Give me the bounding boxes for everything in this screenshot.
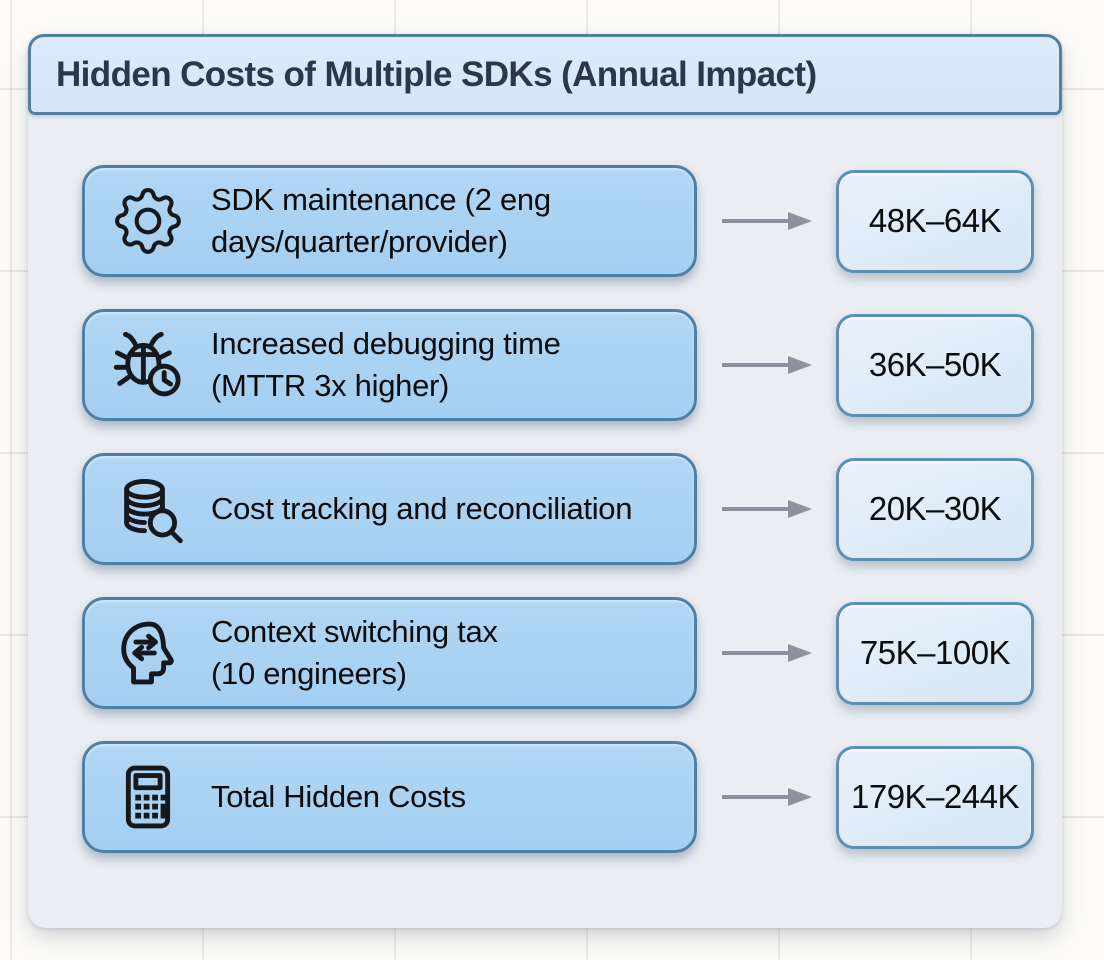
cost-value: 179K–244K: [851, 778, 1020, 815]
cost-row: Increased debugging time (MTTR 3x higher…: [82, 309, 1034, 421]
cost-item-label: Context switching tax (10 engineers): [211, 614, 498, 691]
cost-value-badge: 36K–50K: [836, 313, 1034, 417]
cost-row: Cost tracking and reconciliation 20K–30K: [82, 453, 1034, 565]
cost-item-box: Total Hidden Costs: [82, 741, 697, 853]
cost-item-box: Context switching tax (10 engineers): [82, 597, 697, 709]
flow-arrow-icon: [697, 641, 836, 665]
cost-value: 36K–50K: [868, 346, 1002, 383]
cost-item-label: Increased debugging time (MTTR 3x higher…: [211, 326, 561, 403]
cost-item-box: Increased debugging time (MTTR 3x higher…: [82, 309, 697, 421]
cost-row: Context switching tax (10 engineers) 75K…: [82, 597, 1034, 709]
cost-value-badge: 48K–64K: [836, 169, 1034, 273]
bug-clock-icon: [111, 328, 185, 402]
cost-value-badge: 75K–100K: [836, 601, 1034, 705]
cost-item-box: SDK maintenance (2 eng days/quarter/prov…: [82, 165, 697, 277]
cost-row: Total Hidden Costs 179K–244K: [82, 741, 1034, 853]
cost-value-badge: 179K–244K: [836, 745, 1034, 849]
cost-value-badge: 20K–30K: [836, 457, 1034, 561]
flow-arrow-icon: [697, 497, 836, 521]
panel-header: Hidden Costs of Multiple SDKs (Annual Im…: [28, 34, 1062, 115]
head-arrows-icon: [111, 616, 185, 690]
flow-arrow-icon: [697, 785, 836, 809]
cost-value: 75K–100K: [859, 634, 1011, 671]
calculator-icon: [111, 760, 185, 834]
flow-arrow-icon: [697, 353, 836, 377]
gear-icon: [111, 184, 185, 258]
flow-arrow-icon: [697, 209, 836, 233]
diagram-panel: Hidden Costs of Multiple SDKs (Annual Im…: [28, 34, 1062, 928]
cost-item-box: Cost tracking and reconciliation: [82, 453, 697, 565]
cost-value: 20K–30K: [868, 490, 1002, 527]
cost-item-label: SDK maintenance (2 eng days/quarter/prov…: [211, 182, 551, 259]
page-title: Hidden Costs of Multiple SDKs (Annual Im…: [56, 54, 817, 94]
cost-item-label: Total Hidden Costs: [211, 779, 466, 814]
cost-item-label: Cost tracking and reconciliation: [211, 491, 633, 526]
cost-value: 48K–64K: [868, 202, 1002, 239]
cost-row: SDK maintenance (2 eng days/quarter/prov…: [82, 165, 1034, 277]
coins-magnifier-icon: [111, 472, 185, 546]
